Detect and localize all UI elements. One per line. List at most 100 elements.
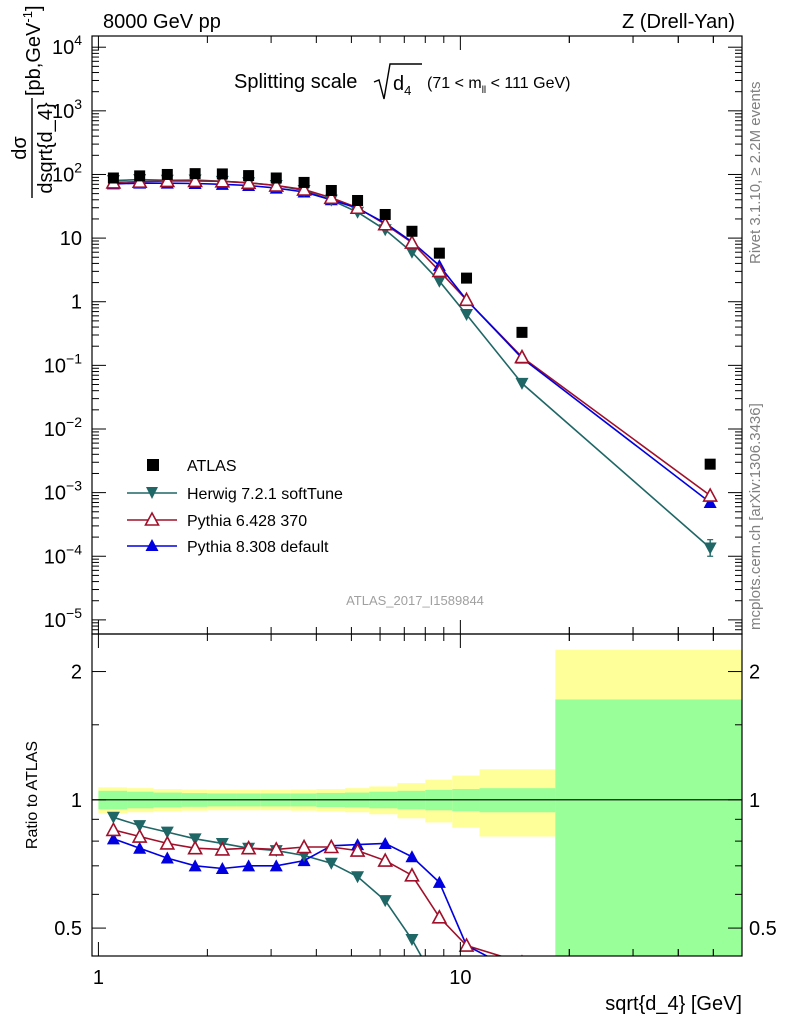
ratio-y-tick-label-right: 1 — [749, 790, 760, 812]
analysis-label: ATLAS_2017_I1589844 — [346, 593, 484, 608]
data-point-pythia8 — [188, 859, 202, 872]
data-point-pythia8 — [269, 859, 283, 872]
data-point-pythia8 — [378, 836, 392, 849]
data-point-pythia6 — [349, 842, 366, 857]
ratio-line — [113, 829, 504, 956]
svg-text:Splitting scale: Splitting scale — [234, 71, 357, 93]
data-point-atlas — [216, 168, 228, 180]
data-point-herwig — [324, 857, 338, 870]
data-point-pythia8 — [242, 859, 256, 872]
ratio-ylabel: Ratio to ATLAS — [24, 741, 41, 849]
legend-entry-pythia8: Pythia 8.308 default — [127, 539, 329, 556]
data-point-pythia6 — [521, 954, 523, 956]
data-point-pythia6 — [431, 262, 448, 278]
data-point-pythia6 — [702, 487, 719, 502]
data-point-pythia6 — [214, 841, 231, 856]
ylabel-denominator: dsqrt{d_4} — [35, 102, 57, 194]
data-point-pythia8 — [215, 861, 229, 874]
ratio-line — [113, 816, 423, 956]
title-range-post: < 111 GeV) — [486, 75, 570, 92]
data-point-pythia6 — [404, 867, 420, 882]
legend-entry-atlas: ATLAS — [147, 458, 237, 475]
data-point-atlas — [704, 458, 716, 470]
rivet-version-text: Rivet 3.1.10, ≥ 2.2M events — [747, 82, 764, 265]
data-point-pythia6 — [187, 172, 203, 188]
ylabel-numerator: dσ — [9, 136, 31, 160]
data-point-atlas — [134, 170, 146, 182]
y-tick-label: 10−4 — [44, 541, 82, 568]
data-point-pythia6 — [377, 216, 394, 231]
title-prefix: Splitting scale — [234, 71, 357, 93]
title-range-pre: (71 < m — [427, 75, 482, 92]
data-point-pythia6 — [431, 909, 448, 924]
data-point-herwig — [433, 983, 446, 995]
data-point-atlas — [352, 194, 364, 206]
data-point-pythia6 — [349, 199, 366, 215]
y-tick-label: 104 — [52, 32, 82, 59]
data-point-atlas — [189, 168, 201, 180]
data-point-atlas — [516, 326, 528, 338]
legend-entry-pythia6: Pythia 6.428 370 — [127, 511, 307, 530]
legend-marker-triangle-open — [144, 511, 160, 526]
ratio-uncertainty-bands — [92, 649, 742, 956]
data-point-atlas — [161, 168, 173, 180]
data-point-pythia6 — [268, 841, 285, 856]
data-point-atlas — [406, 225, 418, 237]
data-point-pythia8 — [106, 832, 120, 845]
x-axis-label: sqrt{d_4} [GeV] — [605, 993, 742, 1015]
data-point-atlas — [433, 247, 445, 259]
main-panel — [91, 35, 743, 635]
data-point-atlas — [107, 172, 119, 184]
legend-label-pythia8: Pythia 8.308 default — [187, 539, 329, 556]
data-point-pythia6 — [296, 838, 312, 854]
band-inner-segment — [555, 699, 742, 956]
data-point-pythia8 — [432, 875, 446, 888]
data-point-herwig — [351, 871, 365, 884]
data-point-pythia6 — [323, 838, 340, 854]
data-point-pythia6 — [268, 177, 285, 192]
y-tick-label: 103 — [52, 96, 82, 123]
legend: ATLAS Herwig 7.2.1 softTune Pythia 6.428… — [127, 458, 343, 556]
data-point-pythia6 — [514, 348, 530, 364]
data-point-atlas — [243, 170, 255, 182]
data-point-herwig — [160, 826, 174, 839]
data-point-pythia6 — [240, 174, 257, 190]
main-plot-frame — [91, 35, 743, 635]
ratio-y-tick-label-left: 2 — [71, 662, 82, 684]
data-point-atlas — [325, 184, 337, 196]
y-tick-label: 10−3 — [44, 478, 82, 505]
data-point-herwig — [460, 308, 474, 321]
svg-text:(71 < mll < 111 GeV): (71 < mll < 111 GeV) — [427, 75, 570, 96]
data-point-pythia6 — [159, 835, 176, 850]
ratio-y-tick-label-right: 2 — [749, 662, 760, 684]
data-point-pythia6 — [458, 937, 475, 952]
header-right: Z (Drell-Yan) — [622, 11, 735, 33]
x-tick-label: 1 — [93, 967, 104, 989]
data-point-pythia8 — [703, 495, 717, 508]
ratio-y-tick-label-right: 0.5 — [749, 918, 777, 940]
data-point-herwig — [106, 811, 120, 824]
data-point-herwig — [405, 934, 419, 947]
y-tick-label: 10−2 — [44, 414, 82, 441]
data-point-atlas — [379, 208, 391, 220]
ratio-y-tick-label-left: 0.5 — [54, 918, 82, 940]
x-tick-label: 10 — [449, 967, 471, 989]
y-tick-label: 102 — [52, 159, 82, 186]
legend-marker-square — [147, 459, 159, 471]
y-tick-label: 1 — [71, 292, 82, 314]
data-point-herwig — [703, 542, 717, 555]
legend-entry-herwig: Herwig 7.2.1 softTune — [127, 486, 343, 503]
main-axis-ticks: 10−5 10−4 10−3 10−2 10−1 1 10 102 103 104 — [44, 32, 743, 635]
ylabel-units: [pb,GeV-1] — [20, 5, 45, 96]
data-point-pythia6 — [296, 181, 312, 196]
series-line — [113, 180, 711, 497]
data-point-herwig — [378, 895, 392, 908]
main-title: Splitting scale d4 (71 < mll < 111 GeV) — [234, 63, 570, 100]
ratio-axis-ticks: 0.5 0.5 1 1 2 2 1 10 — [54, 634, 777, 989]
y-tick-label: 10 — [60, 228, 82, 250]
legend-label-herwig: Herwig 7.2.1 softTune — [187, 486, 343, 503]
main-ylabel: dσ dsqrt{d_4} [pb,GeV-1] — [9, 5, 57, 198]
data-point-pythia6 — [159, 172, 176, 188]
data-point-pythia6 — [214, 173, 231, 188]
